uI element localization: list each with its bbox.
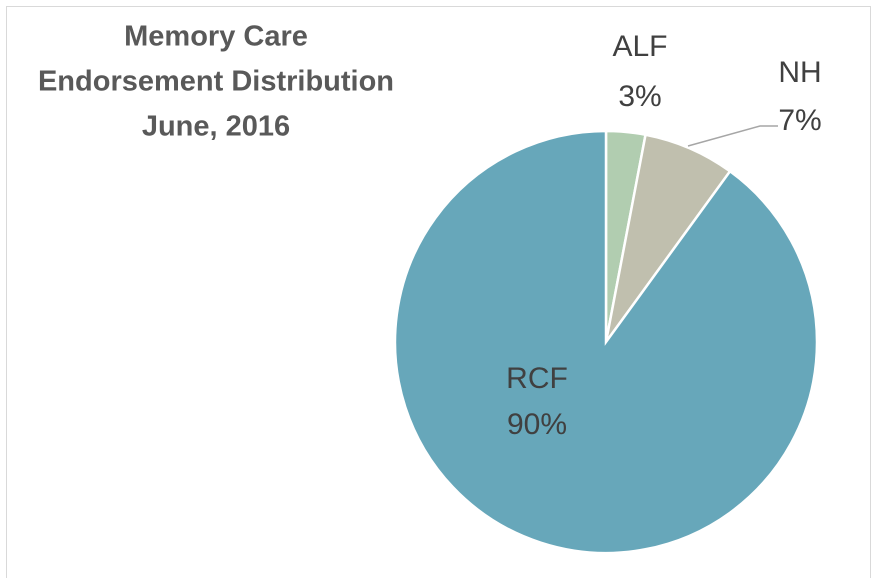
slice-value-label: 90% (507, 408, 567, 441)
slice-value-label: 7% (778, 104, 821, 137)
slice-value-label: 3% (618, 80, 661, 113)
leader-line (687, 125, 778, 147)
chart-title: Endorsement Distribution (38, 66, 394, 98)
chart-title: Memory Care (124, 21, 308, 53)
slice-label: RCF (506, 362, 568, 395)
pie-slice (393, 129, 819, 555)
slice-label: NH (778, 56, 821, 89)
pie (393, 129, 819, 555)
chart-title: June, 2016 (142, 111, 290, 143)
slice-label: ALF (612, 30, 667, 63)
